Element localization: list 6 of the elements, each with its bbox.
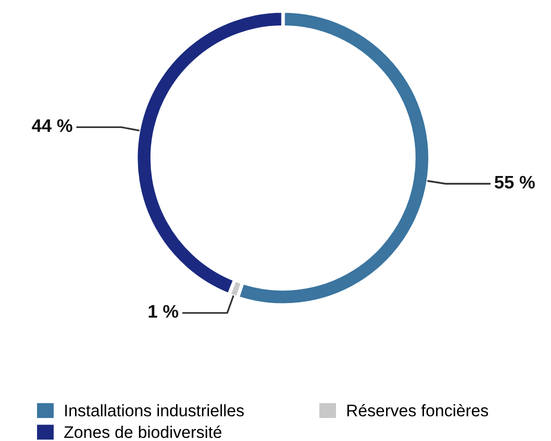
legend-label: Réserves foncières <box>347 404 488 416</box>
data-label: 44 % <box>32 119 72 132</box>
legend-label: Installations industrielles <box>65 404 244 416</box>
data-label: 1 % <box>148 305 178 318</box>
legend-label: Zones de biodiversité <box>64 426 222 438</box>
data-label: 55 % <box>494 176 535 189</box>
